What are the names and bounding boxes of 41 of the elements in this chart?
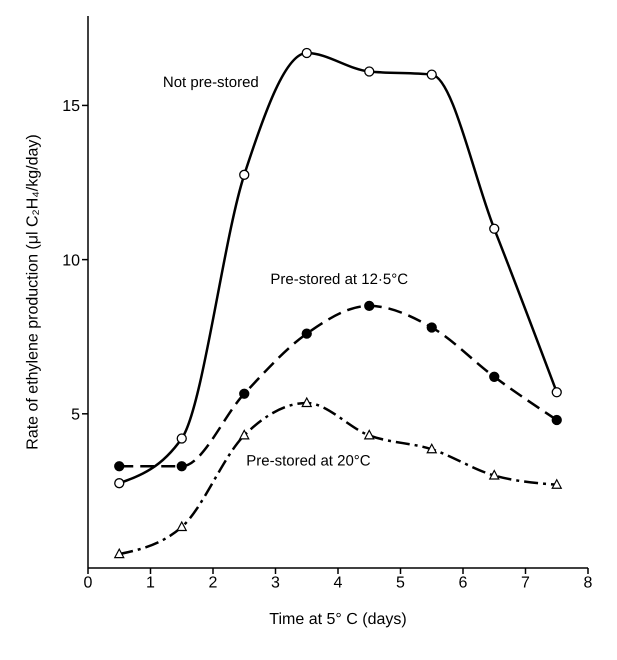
point xyxy=(114,461,124,472)
point xyxy=(114,478,124,488)
point xyxy=(302,397,312,408)
x-tick-label: 5 xyxy=(396,574,406,592)
point xyxy=(364,66,374,77)
y-tick-label: 10 xyxy=(62,252,80,270)
x-tick-label: 2 xyxy=(208,574,218,592)
x-tick-label: 7 xyxy=(521,574,530,592)
x-tick-label: 3 xyxy=(271,574,280,592)
point xyxy=(426,69,437,80)
point xyxy=(176,461,187,472)
series-label: Not pre-stored xyxy=(162,74,259,92)
y-axis-title: Rate of ethylene production (μl C₂H₄/kg/day) xyxy=(24,134,42,450)
point xyxy=(552,387,562,398)
point xyxy=(364,430,374,440)
point xyxy=(176,433,187,444)
point xyxy=(302,48,312,58)
point xyxy=(552,479,562,489)
series-label: Pre-stored at 12·5°C xyxy=(270,270,408,288)
point xyxy=(489,470,500,480)
point xyxy=(239,430,250,440)
point xyxy=(489,372,500,382)
point xyxy=(114,548,124,558)
point xyxy=(552,414,562,426)
x-tick-label: 4 xyxy=(334,574,343,592)
point xyxy=(364,300,374,312)
x-axis-title: Time at 5° C (days) xyxy=(269,611,407,628)
point xyxy=(426,444,437,454)
point xyxy=(176,521,187,532)
point xyxy=(239,170,250,180)
x-tick-label: 8 xyxy=(584,574,593,592)
x-tick-label: 0 xyxy=(84,574,93,592)
x-tick-label: 1 xyxy=(146,574,156,592)
y-tick-label: 5 xyxy=(71,406,80,424)
point xyxy=(426,322,437,333)
y-tick-label: 15 xyxy=(62,98,80,116)
point xyxy=(489,224,500,234)
point xyxy=(302,328,312,339)
x-tick-label: 6 xyxy=(458,574,468,592)
point xyxy=(239,388,250,399)
series-label: Pre-stored at 20°C xyxy=(246,452,371,470)
